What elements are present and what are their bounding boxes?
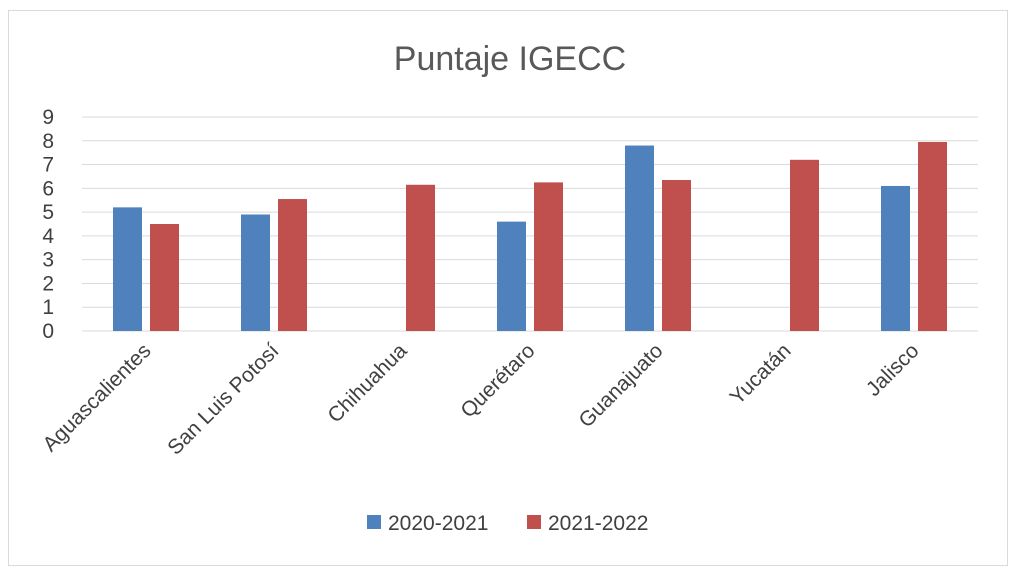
legend-label: 2021-2022: [548, 512, 648, 535]
x-category-label: Yucatán: [726, 339, 796, 409]
y-tick-label: 1: [42, 296, 54, 319]
bar-2021-2022-Aguascalientes: [150, 224, 179, 331]
bar-2021-2022-Chihuahua: [406, 184, 435, 331]
bar-2021-2022-San Luis Potosí: [278, 199, 307, 331]
legend-swatch: [367, 515, 381, 529]
y-tick-label: 6: [42, 177, 54, 200]
legend-label: 2020-2021: [388, 512, 488, 535]
y-tick-label: 3: [42, 249, 54, 272]
x-category-label: Jalisco: [862, 339, 924, 401]
x-category-label: Aguascalientes: [39, 339, 156, 456]
bar-2021-2022-Jalisco: [918, 141, 947, 331]
y-tick-label: 9: [42, 106, 54, 129]
x-category-label: Chihuahua: [323, 339, 411, 427]
x-category-label: Querétaro: [456, 339, 539, 422]
bar-2020-2021-San Luis Potosí: [241, 214, 270, 331]
y-tick-label: 2: [42, 272, 54, 295]
gridlines: [82, 116, 978, 332]
y-tick-label: 0: [42, 320, 54, 343]
bar-2021-2022-Querétaro: [534, 182, 563, 331]
x-axis-labels: Aguascalientes San Luis Potosí Chihuahua Qu…: [39, 339, 924, 459]
chart-title: Puntaje IGECC: [394, 40, 626, 78]
bar-2021-2022-Guanajuato: [662, 180, 691, 331]
bar-2021-2022-Yucatán: [790, 159, 819, 331]
x-category-label: San Luis Potosí: [163, 339, 283, 459]
bar-2020-2021-Guanajuato: [625, 145, 654, 331]
bar-2020-2021-Aguascalientes: [113, 207, 142, 331]
bar-2020-2021-Querétaro: [497, 221, 526, 331]
legend-swatch: [527, 515, 541, 529]
bar-2020-2021-Jalisco: [881, 185, 910, 331]
legend: 2020-2021 2021-2022: [367, 512, 648, 535]
y-tick-label: 4: [42, 225, 54, 248]
x-category-label: Guanajuato: [574, 339, 667, 432]
y-tick-label: 8: [42, 130, 54, 153]
y-tick-label: 5: [42, 201, 54, 224]
bars: [113, 141, 947, 331]
y-tick-label: 7: [42, 154, 54, 177]
